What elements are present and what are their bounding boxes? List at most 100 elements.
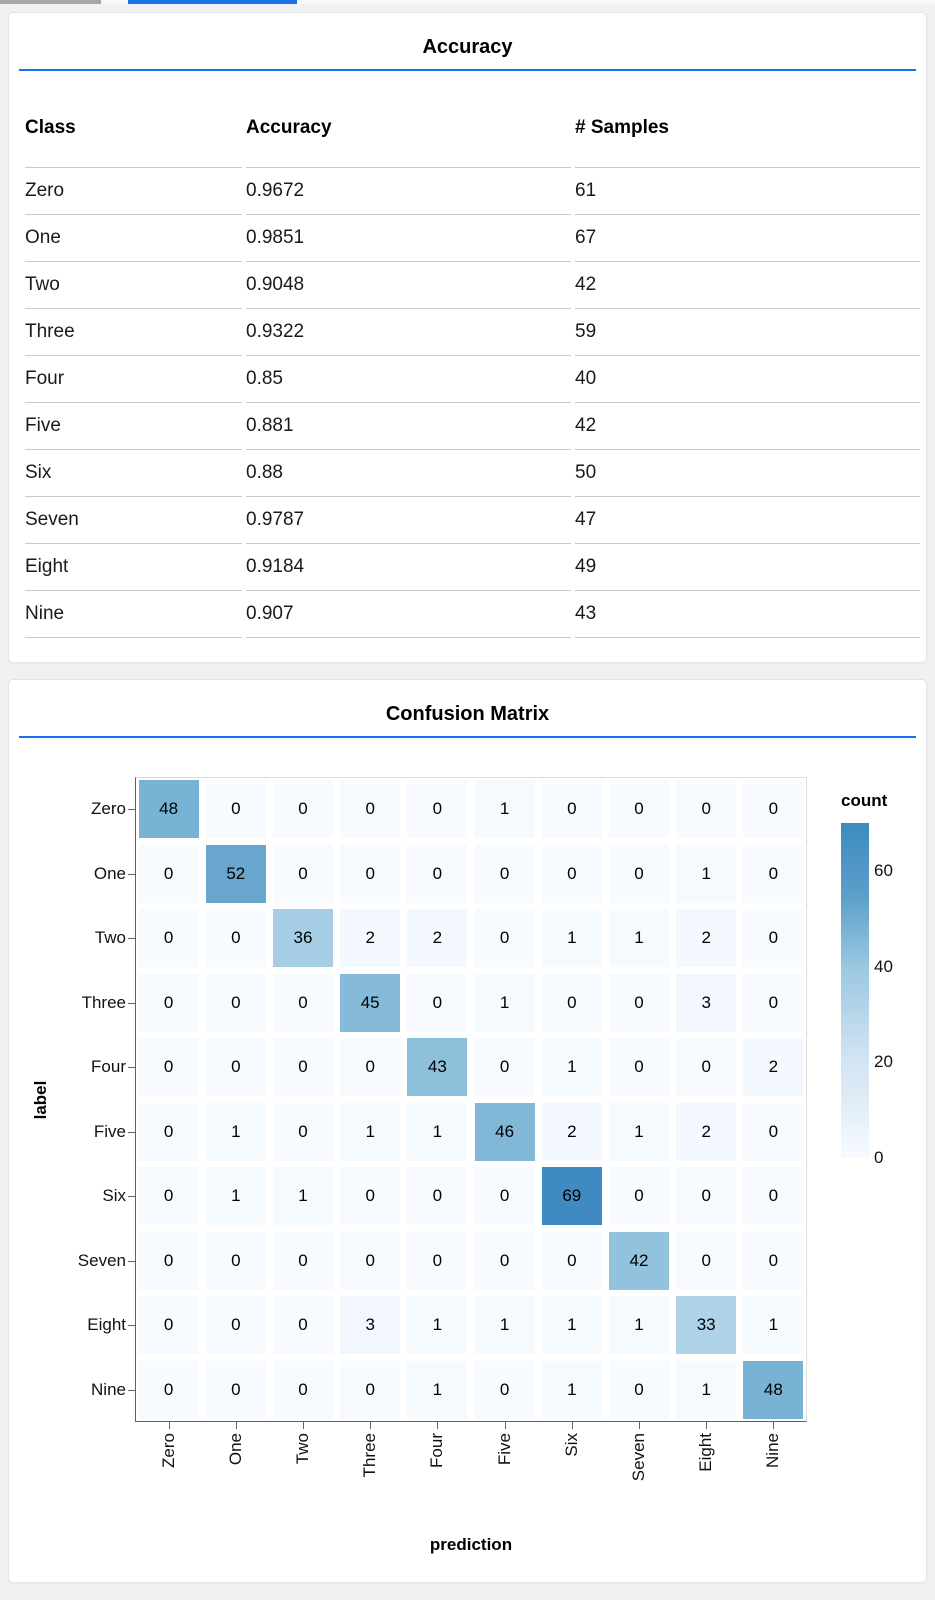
matrix-cell: 0 [205, 1231, 266, 1290]
y-axis-tick-label: Nine [91, 1379, 126, 1399]
table-cell: Seven [25, 497, 242, 544]
table-cell: 42 [575, 262, 920, 309]
matrix-cell: 1 [541, 1360, 602, 1419]
matrix-cell: 0 [205, 909, 266, 968]
legend-tick-label: 60 [874, 860, 893, 880]
matrix-cell: 1 [407, 1102, 468, 1161]
x-axis-tick-label: Two [293, 1433, 312, 1465]
matrix-cell: 0 [541, 780, 602, 839]
matrix-cell: 0 [474, 1231, 535, 1290]
matrix-cell: 0 [273, 844, 333, 903]
table-row: Two 0.9048 42 [25, 262, 920, 309]
matrix-cell: 0 [609, 844, 669, 903]
table-cell: 0.9851 [246, 215, 571, 262]
matrix-cell: 0 [340, 1231, 401, 1290]
matrix-cell: 0 [205, 1296, 266, 1355]
y-axis-tick-label: Three [81, 992, 126, 1012]
matrix-cell: 2 [340, 909, 401, 968]
x-axis-tick [168, 1422, 170, 1429]
table-cell: Four [25, 356, 242, 403]
matrix-cell: 2 [676, 909, 737, 968]
matrix-cell: 0 [407, 844, 468, 903]
matrix-cell: 48 [138, 780, 199, 839]
accuracy-panel-title: Accuracy [422, 36, 513, 58]
table-row: Eight 0.9184 49 [25, 544, 920, 591]
matrix-cell: 2 [676, 1102, 737, 1161]
confusion-matrix-panel: Confusion Matrix 48 0 0 0 0 1 0 0 0 0 0 52 0 0 0 0 0 0 1 0 0… [8, 679, 927, 1583]
matrix-cell: 0 [205, 1038, 266, 1097]
x-axis-tick-label: One [225, 1433, 245, 1466]
x-axis-tick-label: Five [494, 1433, 514, 1466]
y-axis-tick-label: Eight [87, 1315, 126, 1335]
table-cell: Six [25, 450, 242, 497]
matrix-cell: 1 [609, 1296, 669, 1355]
matrix-cell: 0 [340, 1167, 401, 1226]
x-axis-tick [437, 1422, 439, 1429]
matrix-cell: 0 [743, 1231, 804, 1290]
table-row: Five 0.881 42 [25, 403, 920, 450]
table-cell: One [25, 215, 242, 262]
y-axis-tick [128, 1196, 135, 1198]
y-axis-tick [128, 1325, 135, 1327]
matrix-cell: 0 [138, 1360, 199, 1419]
active-tab-indicator[interactable] [128, 0, 297, 4]
matrix-cell: 0 [273, 780, 333, 839]
matrix-cell: 1 [541, 1296, 602, 1355]
x-axis-tick [571, 1422, 573, 1429]
matrix-cell: 45 [340, 973, 401, 1032]
table-cell: Five [25, 403, 242, 450]
table-cell: 0.907 [246, 591, 571, 638]
matrix-cell: 0 [273, 1231, 333, 1290]
matrix-cell: 1 [541, 909, 602, 968]
matrix-cell: 0 [273, 973, 333, 1032]
matrix-cell: 0 [138, 973, 199, 1032]
y-axis-tick-label: Five [93, 1121, 126, 1141]
matrix-cell: 0 [340, 1038, 401, 1097]
legend-tick-label: 40 [874, 956, 893, 976]
matrix-cell: 1 [474, 973, 535, 1032]
x-axis-tick-label: Four [427, 1433, 447, 1468]
matrix-cell: 0 [743, 780, 804, 839]
table-cell: 0.881 [246, 403, 571, 450]
table-column-header: Class [25, 99, 242, 168]
matrix-cell: 1 [541, 1038, 602, 1097]
matrix-cell: 0 [205, 973, 266, 1032]
matrix-cell: 0 [474, 1167, 535, 1226]
x-axis-tick [303, 1422, 304, 1429]
table-cell: 0.88 [246, 450, 571, 497]
y-axis-tick [128, 938, 135, 940]
inactive-tab-indicator[interactable] [0, 0, 101, 4]
accuracy-table-body: Zero 0.9672 61 One 0.9851 67 Two 0.9048 42 Three 0… [25, 168, 920, 638]
matrix-cell: 0 [474, 909, 535, 968]
legend-tick-label: 20 [874, 1052, 893, 1072]
table-row: One 0.9851 67 [25, 215, 920, 262]
matrix-cell: 1 [676, 1360, 737, 1419]
accuracy-table-header-row: Class Accuracy # Samples [25, 99, 920, 168]
matrix-cell: 0 [676, 1038, 737, 1097]
matrix-cell: 1 [340, 1102, 401, 1161]
matrix-cell: 0 [541, 1231, 602, 1290]
table-cell: 0.9048 [246, 262, 571, 309]
matrix-cell: 0 [743, 1167, 804, 1226]
matrix-cell: 0 [676, 780, 737, 839]
table-row: Zero 0.9672 61 [25, 168, 920, 215]
x-axis-tick-label: Zero [158, 1433, 178, 1468]
table-cell: 0.9184 [246, 544, 571, 591]
x-axis-tick [706, 1422, 708, 1429]
matrix-cell: 0 [609, 1360, 669, 1419]
matrix-cell: 0 [407, 1167, 468, 1226]
legend-tick-label: 0 [874, 1148, 884, 1167]
matrix-cell: 1 [609, 1102, 669, 1161]
y-axis-tick-label: Four [91, 1057, 126, 1077]
x-axis-tick-label: Eight [696, 1433, 716, 1472]
matrix-cell: 0 [743, 1102, 804, 1161]
matrix-cell: 0 [340, 1360, 401, 1419]
table-column-header: # Samples [575, 99, 920, 168]
matrix-cell: 1 [609, 909, 669, 968]
table-cell: Three [25, 309, 242, 356]
matrix-cell: 0 [743, 973, 804, 1032]
matrix-cell: 0 [273, 1038, 333, 1097]
table-cell: 59 [575, 309, 920, 356]
y-axis-tick [128, 1002, 135, 1004]
